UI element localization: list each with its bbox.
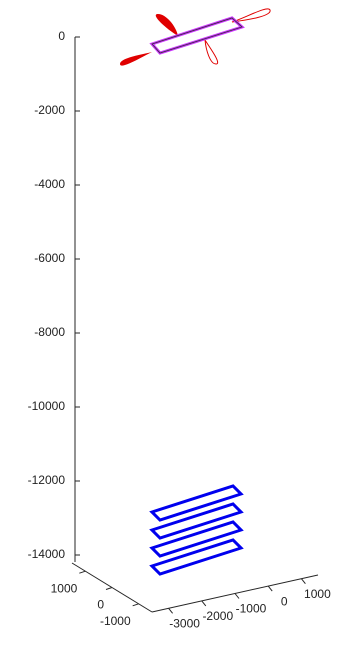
z-tick-label: -4000 [34,177,65,191]
z-tick-label: -10000 [28,399,66,413]
x-tick-label: -3000 [169,616,200,630]
antenna-top [120,8,271,66]
x-tick [201,600,207,607]
z-tick-label: -2000 [34,103,65,117]
x-tick-label: 0 [281,594,288,608]
z-tick-label: -14000 [28,547,66,561]
x-tick-label: 1000 [304,587,331,601]
z-tick-label: -12000 [28,473,66,487]
x-tick [168,607,173,614]
x-tick-label: -2000 [202,609,233,623]
x-tick [267,585,273,592]
y-tick [79,570,86,574]
y-tick-label: 1000 [51,581,78,595]
x-tick [234,593,240,599]
z-tick-label: 0 [58,29,65,43]
y-tick-label: -1000 [100,614,131,628]
antenna-bottom [149,484,244,576]
y-tick [105,587,113,590]
z-tick-label: -6000 [34,251,65,265]
x-tick-label: -1000 [236,602,267,616]
y-tick-label: 0 [97,598,104,612]
x-tick [301,578,306,585]
z-tick-label: -8000 [34,325,65,339]
y-tick [132,603,139,607]
